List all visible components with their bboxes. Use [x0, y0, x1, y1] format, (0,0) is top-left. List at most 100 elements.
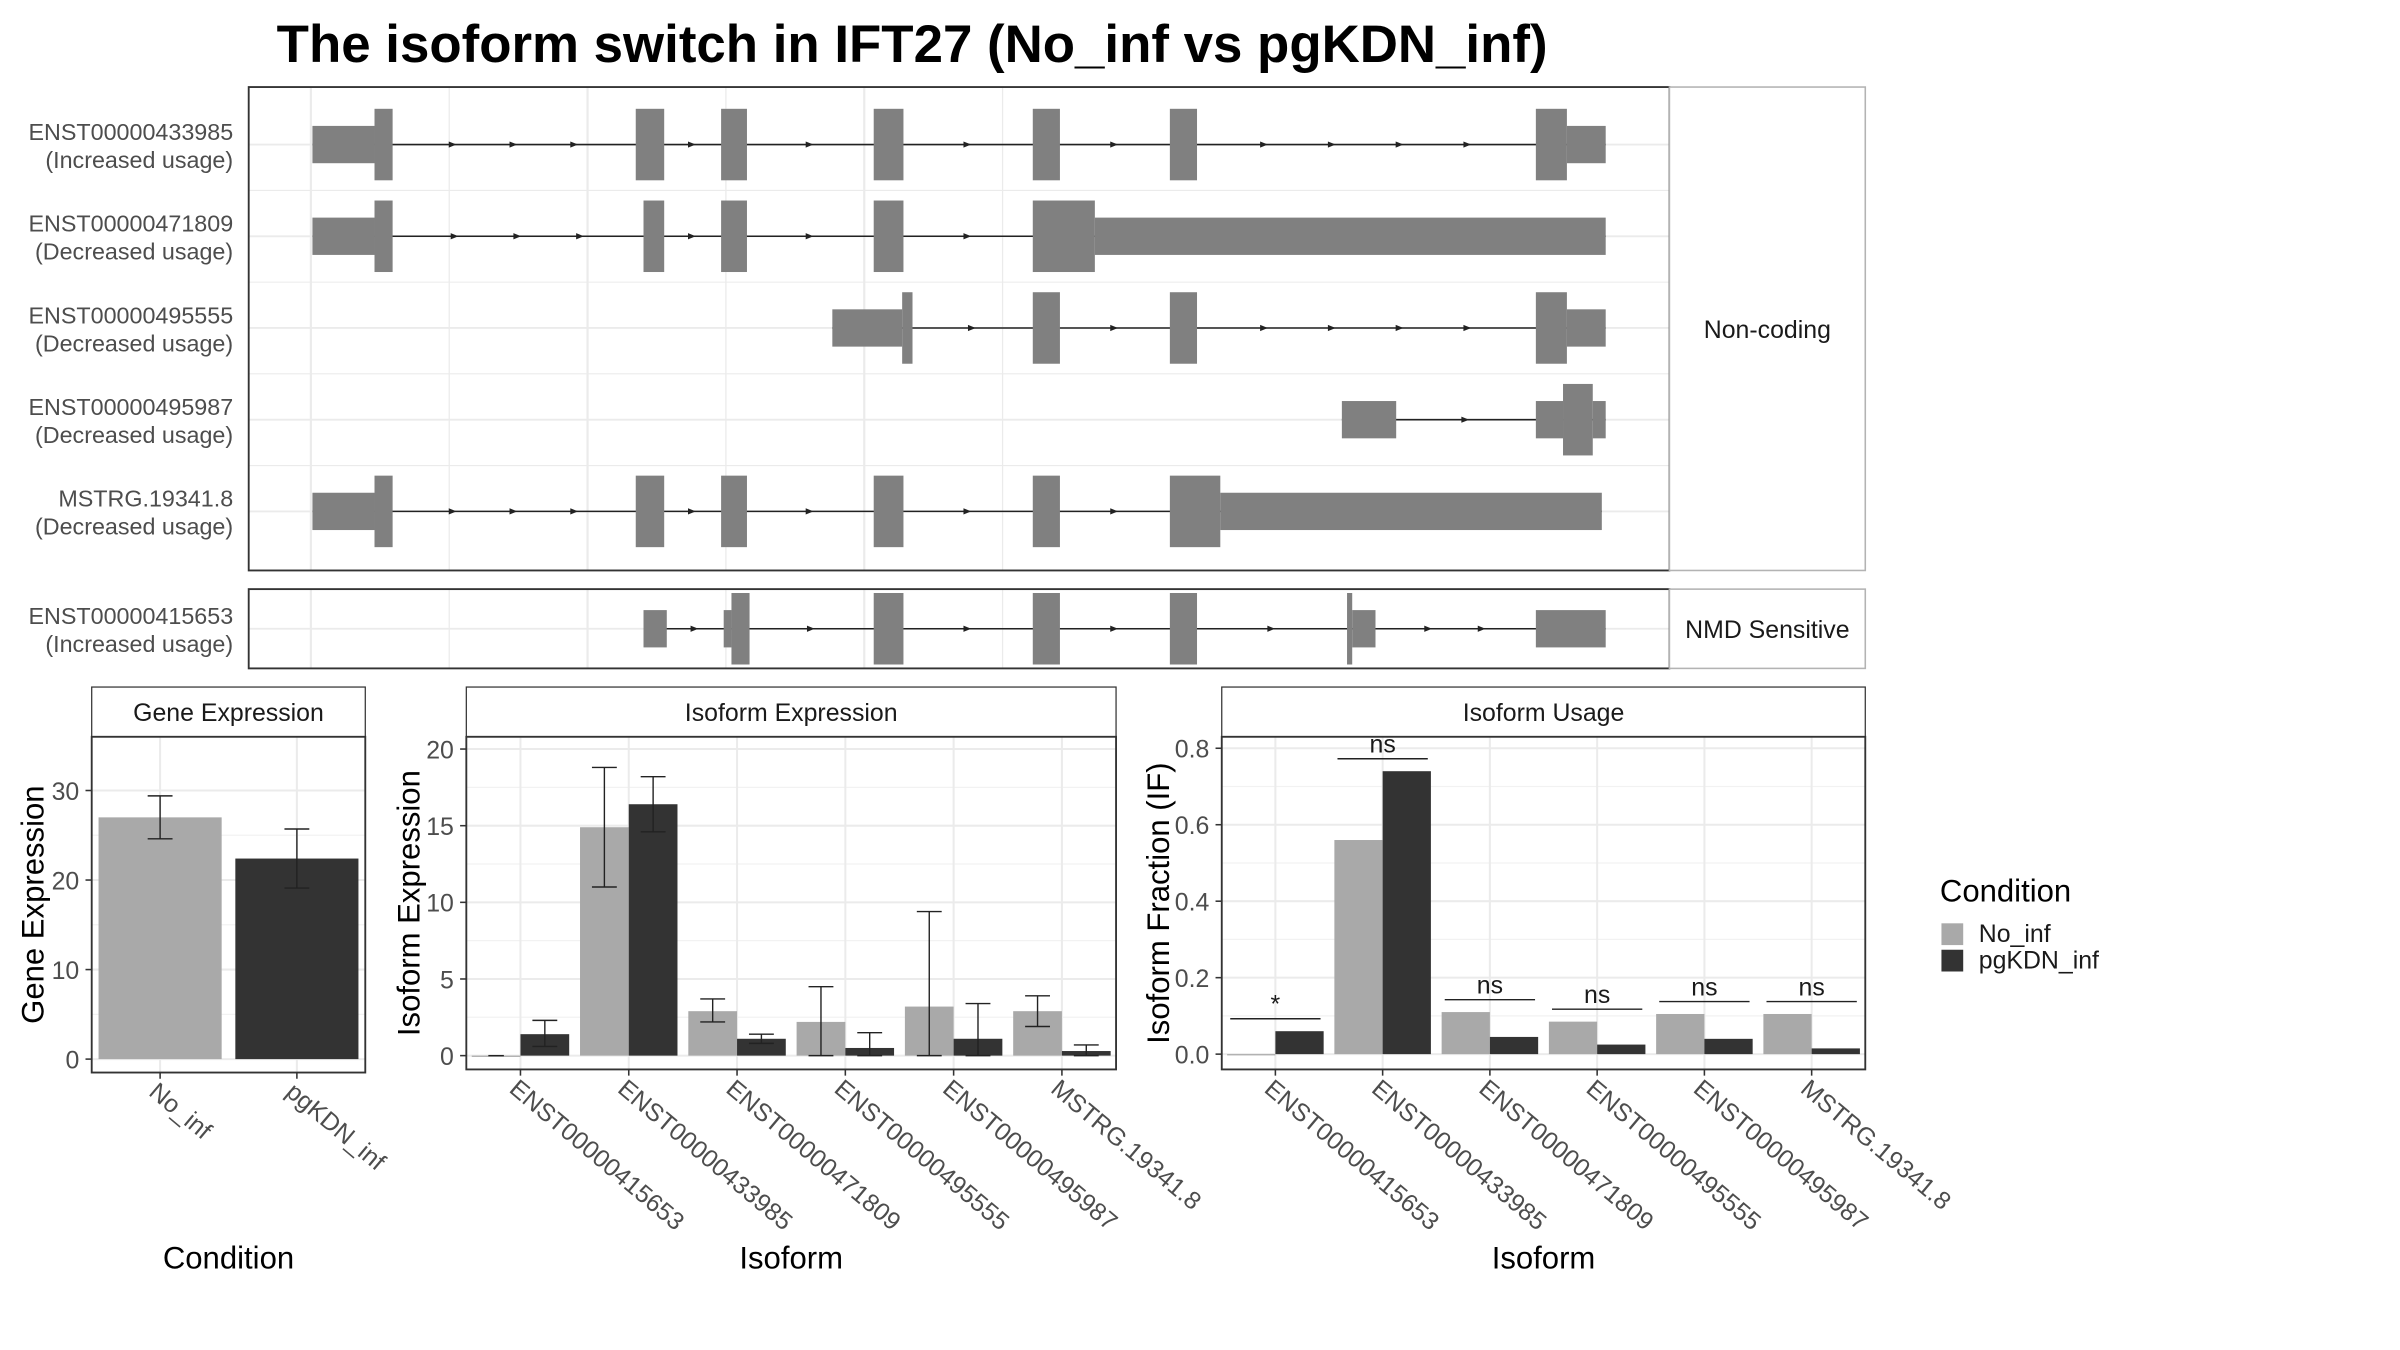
intron-arrow — [1260, 141, 1268, 148]
y-tick-label: 0.8 — [1175, 736, 1210, 764]
transcript-usage-ENST00000471809: (Decreased usage) — [35, 239, 233, 265]
exon-block — [721, 475, 747, 548]
intron-arrow — [1395, 324, 1404, 332]
y-axis-title: Gene Expression — [16, 785, 51, 1023]
main-title: The isoform switch in IFT27 (No_inf vs p… — [277, 15, 1548, 74]
transcript-label-ENST00000433985: ENST00000433985 — [29, 119, 234, 145]
exon-block — [1169, 292, 1198, 364]
exon-block — [1032, 292, 1060, 364]
transcript-label-MSTRG.19341.8: MSTRG.19341.8 — [58, 486, 233, 512]
intron-arrow — [963, 625, 972, 632]
intron-arrow — [963, 233, 972, 240]
intron-arrow — [1327, 141, 1336, 148]
intron-arrow — [1461, 416, 1470, 423]
intron-arrow — [806, 625, 815, 632]
exon-block — [721, 108, 747, 181]
y-tick-label: 30 — [52, 778, 80, 806]
exon-block — [1094, 217, 1606, 255]
intron-arrow — [805, 141, 814, 148]
intron-arrow — [1267, 625, 1276, 632]
x-tick-label: ENST00000471809 — [721, 1074, 906, 1236]
chart-strip — [91, 686, 366, 738]
exon-block — [731, 593, 750, 665]
bar-pgKDN_inf-ENST00000415653 — [1275, 1031, 1324, 1055]
exon-block — [635, 475, 665, 548]
exon-block — [1592, 401, 1606, 439]
legend-label-No_inf: No_inf — [1979, 920, 2051, 948]
significance-label: ns — [1370, 731, 1396, 759]
exon-block — [1347, 593, 1353, 665]
chart-strip-label: Isoform Expression — [685, 699, 898, 727]
exon-block — [1220, 492, 1602, 531]
y-tick-label: 0.0 — [1175, 1041, 1210, 1069]
transcript-ENST00000415653 — [643, 593, 1606, 665]
x-tick-label: ENST00000471809 — [1474, 1074, 1659, 1236]
intron-arrow — [570, 508, 579, 515]
chart-strip — [465, 686, 1117, 738]
chart-1: Isoform Expression 0 5 10 15 20 ENST0000041565… — [392, 686, 1207, 1275]
exon-block — [1566, 309, 1606, 347]
bar-pgKDN_inf-MSTRG.19341.8 — [1811, 1048, 1860, 1055]
significance-label: * — [1271, 991, 1281, 1019]
intron-arrow — [448, 141, 457, 148]
significance-label: ns — [1584, 981, 1610, 1009]
x-tick-label: pgKDN_inf — [281, 1077, 391, 1176]
exon-block — [1535, 401, 1564, 439]
exon-block — [1535, 292, 1567, 364]
significance-label: ns — [1477, 971, 1503, 999]
intron-arrow — [687, 141, 696, 148]
intron-arrow — [1395, 141, 1404, 148]
y-tick-label: 0.4 — [1175, 889, 1210, 917]
exon-block — [1169, 108, 1198, 181]
bar-pgKDN_inf-ENST00000433985 — [1382, 771, 1431, 1055]
intron-arrow — [570, 141, 579, 148]
x-tick-label: ENST00000495987 — [1688, 1074, 1873, 1236]
chart-panel-border — [90, 735, 367, 1074]
y-axis-title: Isoform Expression — [392, 770, 427, 1036]
bar-No_inf-ENST00000495987 — [1656, 1013, 1705, 1055]
transcript-ENST00000433985 — [312, 108, 1606, 181]
intron-arrow — [1110, 324, 1119, 332]
intron-arrow — [690, 625, 699, 632]
chart-strip — [1221, 686, 1866, 738]
intron-arrow — [1424, 625, 1433, 632]
intron-arrow — [1463, 141, 1472, 148]
y-tick-label: 10 — [426, 890, 454, 918]
y-tick-label: 5 — [440, 966, 454, 994]
x-tick-label: ENST00000495555 — [1581, 1074, 1766, 1236]
legend-label-pgKDN_inf: pgKDN_inf — [1979, 946, 2099, 974]
transcript-usage-ENST00000433985: (Increased usage) — [45, 147, 233, 173]
bar-No_inf-ENST00000471809 — [1441, 1012, 1490, 1055]
structure-strip — [1668, 588, 1867, 670]
exon-block — [873, 108, 904, 181]
exon-block — [312, 492, 375, 531]
intron-arrow — [967, 324, 976, 332]
exon-block — [902, 292, 913, 364]
exon-block — [873, 593, 904, 665]
transcript-ENST00000495555 — [832, 292, 1606, 364]
intron-arrow — [1327, 324, 1336, 332]
significance-label: ns — [1691, 973, 1717, 1001]
structure-strip-label: Non-coding — [1704, 316, 1831, 344]
transcript-usage-ENST00000495555: (Decreased usage) — [35, 330, 233, 356]
x-tick-label: ENST00000495987 — [937, 1074, 1122, 1236]
exon-block — [1032, 475, 1060, 548]
x-tick-label: ENST00000433985 — [612, 1074, 797, 1236]
chart-panel-border — [1220, 735, 1867, 1071]
chart-strip-label: Gene Expression — [133, 699, 324, 727]
y-tick-label: 0 — [440, 1043, 454, 1071]
exon-block — [723, 610, 732, 648]
bar-pgKDN_inf-ENST00000495987 — [1704, 1038, 1753, 1055]
y-tick-label: 0.6 — [1175, 812, 1210, 840]
structure-panel-1: NMD Sensitive — [247, 588, 1867, 670]
intron-arrow — [576, 233, 584, 240]
exon-block — [643, 610, 667, 648]
structure-strip-label: NMD Sensitive — [1685, 616, 1849, 644]
transcript-ENST00000495987 — [1341, 383, 1606, 456]
bar-pgKDN_inf-ENST00000471809 — [1489, 1036, 1539, 1055]
bar-No_inf-MSTRG.19341.8 — [1763, 1013, 1812, 1055]
exon-block — [643, 200, 665, 273]
x-tick-label: ENST00000495555 — [829, 1074, 1014, 1236]
